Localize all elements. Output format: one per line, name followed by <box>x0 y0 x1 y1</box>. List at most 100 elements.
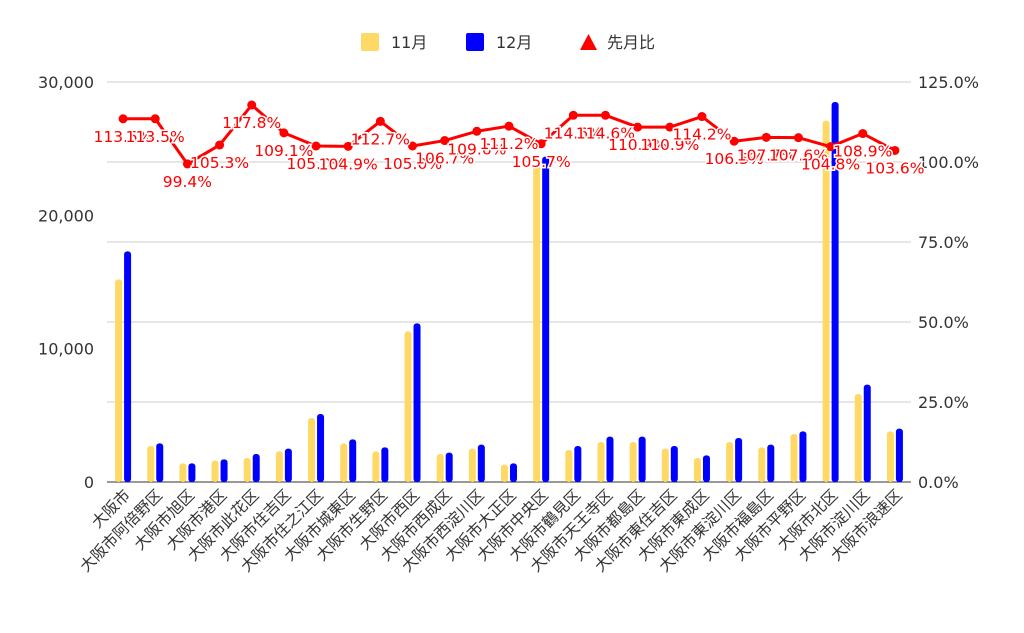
legend-swatch-ratio <box>580 34 597 50</box>
bar-11gatsu <box>115 279 123 482</box>
bar-12gatsu <box>735 438 743 482</box>
category-labels: 大阪市大阪市阿倍野区大阪市旭区大阪市港区大阪市此花区大阪市住吉区大阪市住之江区大… <box>77 486 906 575</box>
bar-12gatsu <box>413 323 421 482</box>
ratio-data-label: 105.0% <box>286 155 345 173</box>
ratio-point <box>600 110 610 120</box>
ratio-point <box>408 141 418 151</box>
bar-12gatsu <box>863 384 871 482</box>
ratio-point <box>440 136 450 146</box>
ratio-point <box>858 129 868 139</box>
bar-12gatsu <box>156 443 164 482</box>
ratio-data-label: 99.4% <box>163 173 212 191</box>
ratio-data-label: 113.5% <box>94 128 153 146</box>
bar-12gatsu <box>542 156 550 482</box>
ratio-data-label: 103.6% <box>865 159 924 177</box>
ratio-point <box>118 114 128 124</box>
bar-12gatsu <box>702 455 710 482</box>
ratio-data-label: 104.8% <box>801 156 860 174</box>
right-tick-label: 50.0% <box>918 313 969 332</box>
bars <box>115 102 903 483</box>
bar-11gatsu <box>693 458 701 482</box>
left-tick-label: 0 <box>84 473 94 492</box>
bar-12gatsu <box>767 444 775 482</box>
bar-11gatsu <box>854 394 862 482</box>
bar-12gatsu <box>510 463 517 482</box>
ratio-data-label: 112.7% <box>351 130 410 148</box>
ratio-data-label: 105.0% <box>383 155 442 173</box>
ratio-point <box>182 159 192 169</box>
ratio-data-label: 110.9% <box>640 136 699 154</box>
bar-11gatsu <box>404 331 412 482</box>
bar-12gatsu <box>220 459 228 482</box>
bar-11gatsu <box>211 460 219 482</box>
right-tick-label: 25.0% <box>918 393 969 412</box>
ratio-data-label: 113.5% <box>126 128 185 146</box>
bar-11gatsu <box>822 120 830 483</box>
ratio-point <box>536 139 546 149</box>
bar-12gatsu <box>606 436 614 482</box>
ratio-point <box>375 116 385 126</box>
bar-12gatsu <box>188 463 196 482</box>
legend: 11月 12月 先月比 <box>361 33 655 52</box>
bar-12gatsu <box>799 431 807 482</box>
ratio-point <box>279 128 289 138</box>
ratio-point <box>504 121 514 131</box>
ratio-point <box>729 136 739 146</box>
bar-11gatsu <box>468 448 476 482</box>
ratio-point <box>697 112 707 122</box>
right-tick-label: 100.0% <box>918 153 979 172</box>
legend-swatch-11gatsu <box>361 33 379 51</box>
bar-11gatsu <box>501 464 508 482</box>
bar-12gatsu <box>477 444 485 482</box>
bar-12gatsu <box>670 446 678 482</box>
ratio-point <box>826 142 836 152</box>
left-tick-label: 30,000 <box>38 73 94 92</box>
left-axis: 0 10,000 20,000 30,000 <box>38 73 94 492</box>
bar-11gatsu <box>436 454 444 482</box>
bar-11gatsu <box>372 451 380 482</box>
bar-11gatsu <box>565 450 573 482</box>
ratio-point <box>761 132 771 142</box>
ratio-data-label: 105.7% <box>512 153 571 171</box>
bar-12gatsu <box>349 439 357 482</box>
bar-11gatsu <box>308 418 316 482</box>
legend-swatch-12gatsu <box>466 33 484 51</box>
bar-12gatsu <box>574 446 582 482</box>
bar-12gatsu <box>895 428 903 482</box>
ratio-point <box>633 122 643 132</box>
bar-12gatsu <box>252 454 260 482</box>
left-tick-label: 10,000 <box>38 340 94 359</box>
right-tick-label: 125.0% <box>918 73 979 92</box>
bar-11gatsu <box>147 446 155 482</box>
legend-label-ratio: 先月比 <box>607 33 655 52</box>
bar-11gatsu <box>758 447 766 482</box>
ratio-data-label: 114.6% <box>544 124 603 142</box>
ratio-data-label: 107.7% <box>737 146 796 164</box>
bar-11gatsu <box>661 448 669 482</box>
ratio-data-label: 106.7% <box>415 150 474 168</box>
legend-label-11gatsu: 11月 <box>391 33 427 52</box>
bar-12gatsu <box>124 251 132 482</box>
data-labels: 113.5%113.5%99.4%105.3%117.8%109.1%105.0… <box>92 113 926 193</box>
ratio-point <box>247 100 257 110</box>
ratio-point <box>343 141 353 151</box>
gridlines <box>107 81 911 483</box>
bar-12gatsu <box>831 102 839 482</box>
bar-11gatsu <box>597 442 605 482</box>
ratio-data-label: 105.3% <box>190 154 249 172</box>
ratio-data-label: 109.1% <box>254 142 313 160</box>
ratio-point <box>890 145 900 155</box>
ratio-point <box>311 141 321 151</box>
ratio-data-label: 114.2% <box>672 126 731 144</box>
bar-11gatsu <box>886 431 894 482</box>
right-tick-label: 0.0% <box>918 473 959 492</box>
ratio-data-label: 108.9% <box>833 143 892 161</box>
ratio-data-label: 107.6% <box>769 147 828 165</box>
bar-12gatsu <box>638 436 646 482</box>
left-tick-label: 20,000 <box>38 206 94 225</box>
ratio-point <box>665 122 675 132</box>
bar-12gatsu <box>381 447 389 482</box>
bar-12gatsu <box>317 414 325 482</box>
legend-label-12gatsu: 12月 <box>496 33 532 52</box>
